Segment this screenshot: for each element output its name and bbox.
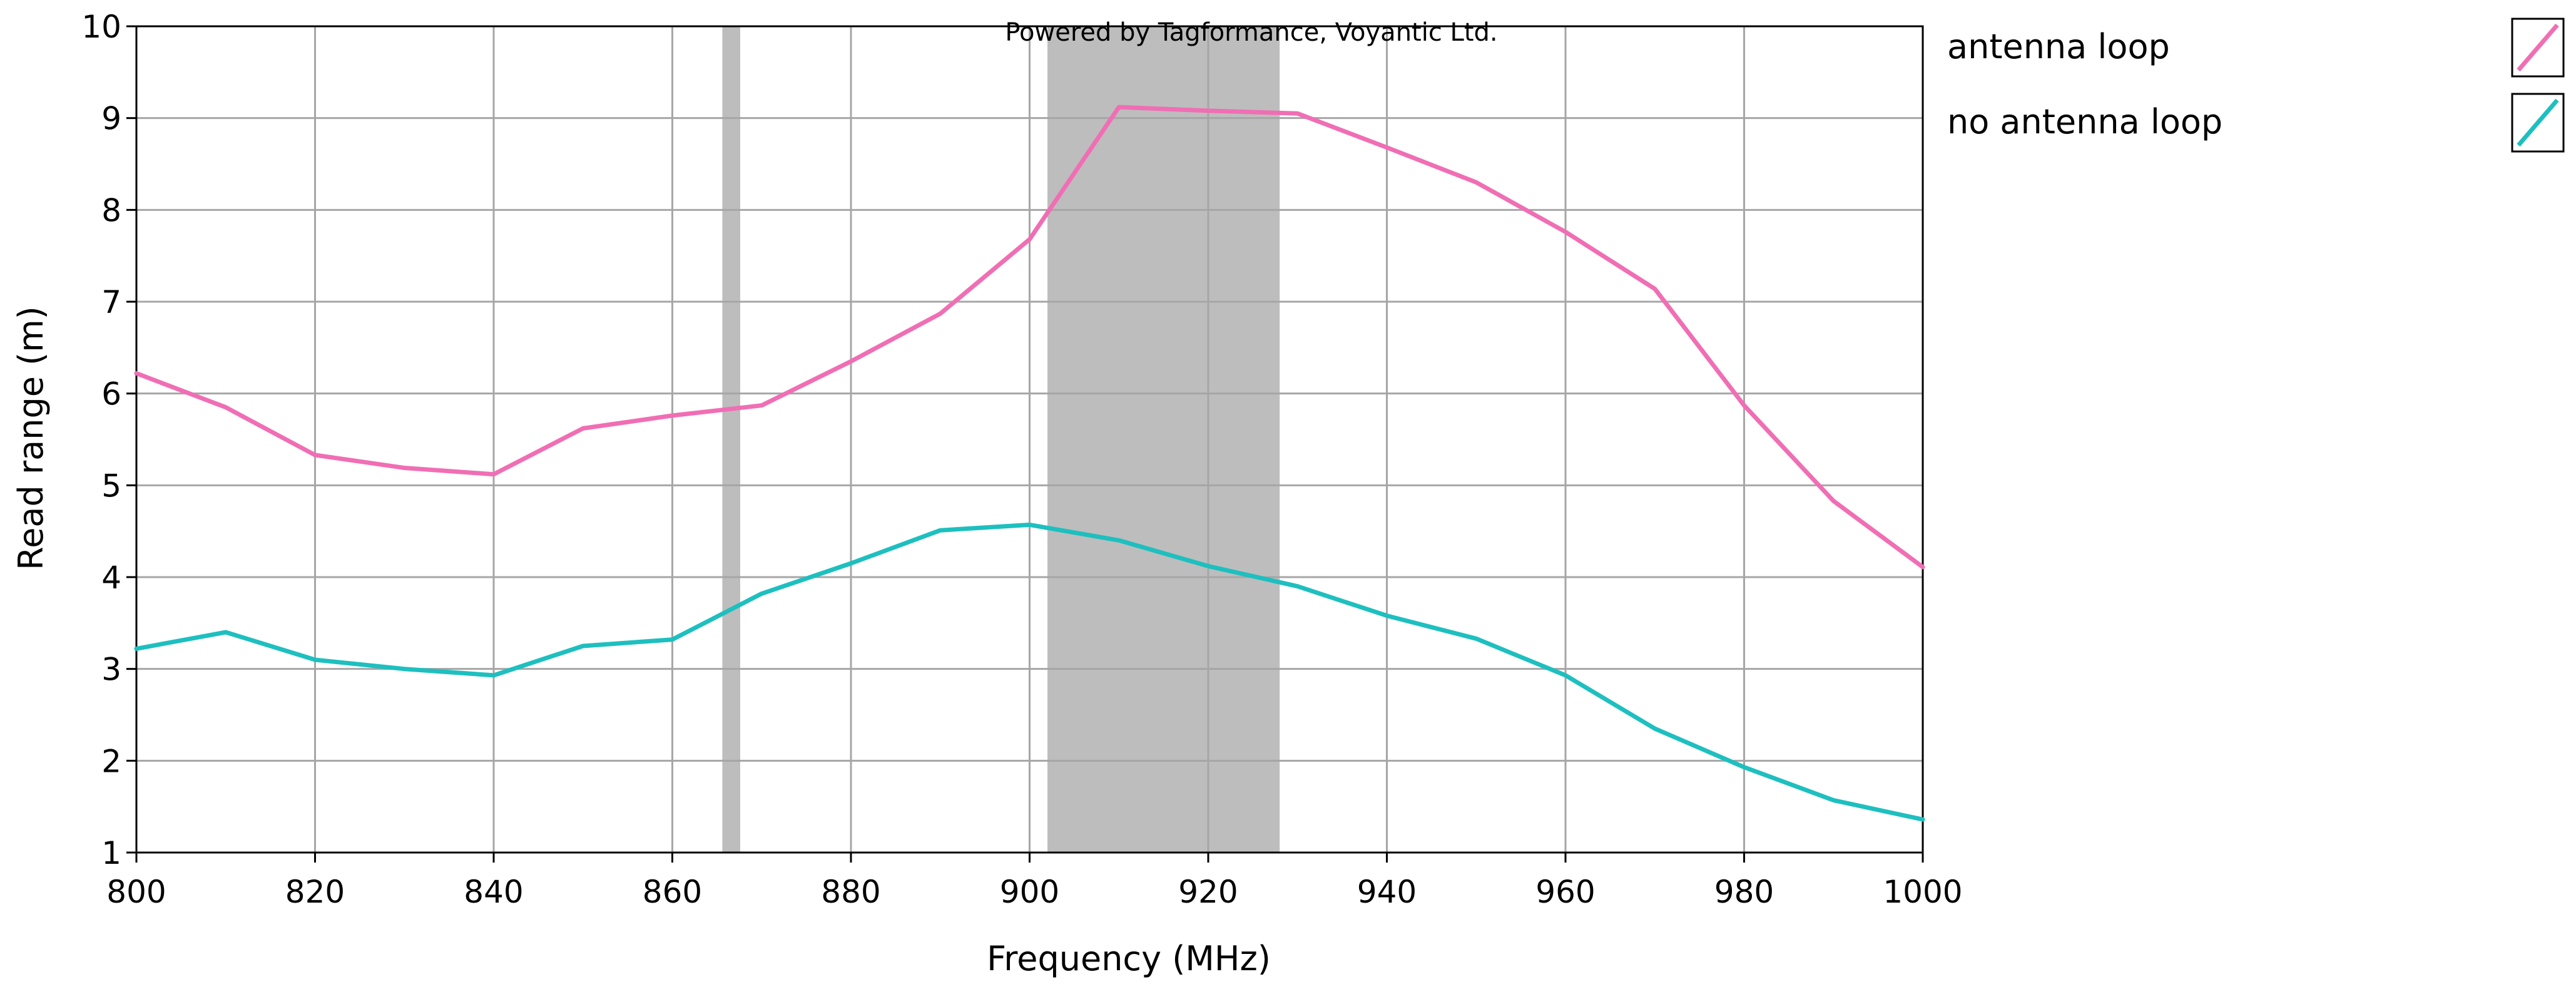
y-tick-label: 10 (81, 9, 121, 45)
y-tick-label: 8 (101, 192, 121, 228)
legend-item-antenna-loop[interactable]: antenna loop (1947, 18, 2565, 78)
shaded-bands (722, 26, 1280, 853)
x-tick-label: 980 (1714, 874, 1774, 910)
series-line-no-antenna-loop (134, 522, 1925, 822)
y-tick-label: 9 (101, 101, 121, 137)
x-tick-label: 800 (106, 874, 166, 910)
y-tick-label: 2 (101, 743, 121, 779)
x-axis-title: Frequency (MHz) (987, 939, 1271, 978)
y-tick-label: 4 (101, 560, 121, 596)
x-tick-label: 840 (464, 874, 523, 910)
legend-swatch-line-antenna-loop (2517, 23, 2559, 72)
series-lines (134, 105, 1925, 822)
shaded-band-0 (722, 26, 740, 853)
x-tick-label: 1000 (1883, 874, 1962, 910)
shaded-band-1 (1047, 26, 1280, 853)
x-tick-label: 820 (285, 874, 345, 910)
x-tick-label: 860 (643, 874, 702, 910)
series-line-antenna-loop (134, 105, 1925, 570)
x-tick-label: 940 (1357, 874, 1417, 910)
x-tick-label: 880 (821, 874, 880, 910)
legend-label-no-antenna-loop: no antenna loop (1947, 102, 2222, 141)
legend-label-antenna-loop: antenna loop (1947, 27, 2170, 66)
legend-swatch-line-no-antenna-loop (2517, 98, 2559, 147)
axis-ticks: 800 820 840 860 880 900 920 940 960 980 1000 1 2 3 4 5 6… (81, 9, 1962, 910)
y-tick-label: 1 (101, 835, 121, 871)
y-axis-title: Read range (m) (11, 306, 51, 570)
x-tick-label: 960 (1535, 874, 1595, 910)
y-tick-label: 3 (101, 652, 121, 688)
legend-item-no-antenna-loop[interactable]: no antenna loop (1947, 93, 2565, 153)
y-tick-label: 7 (101, 284, 121, 320)
y-tick-label: 5 (101, 468, 121, 504)
x-tick-label: 900 (1000, 874, 1059, 910)
y-tick-label: 6 (101, 376, 121, 412)
legend: antenna loop no antenna loop (1947, 18, 2565, 153)
watermark-text: Powered by Tagformance, Voyantic Ltd. (1005, 18, 1497, 47)
x-tick-label: 920 (1178, 874, 1238, 910)
